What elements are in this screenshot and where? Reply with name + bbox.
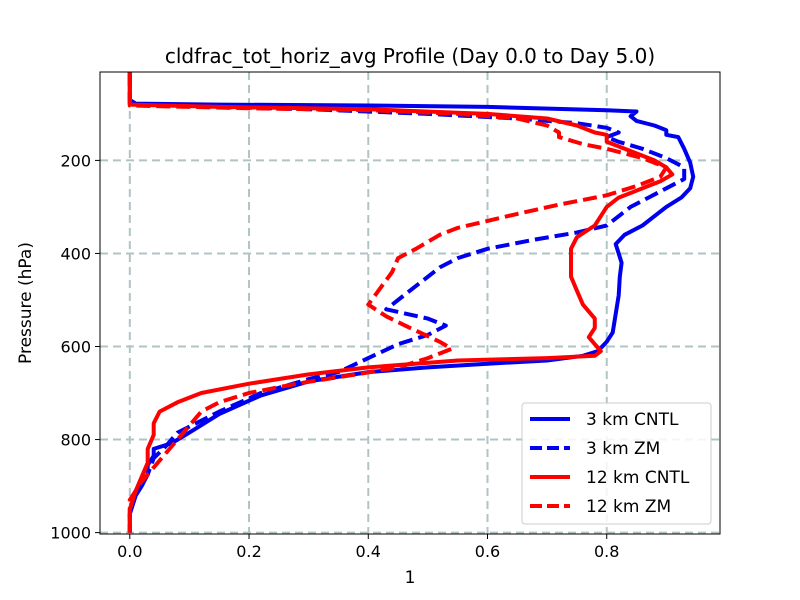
series-lines — [127, 72, 696, 533]
y-axis-ticks: 200 400 600 800 1000 — [50, 151, 100, 543]
x-tick-label-3: 0.6 — [475, 542, 500, 561]
x-axis-ticks: 0.0 0.2 0.4 0.6 0.8 — [117, 534, 619, 561]
legend-label-12-km-zm: 12 km ZM — [586, 497, 671, 517]
legend-label-3-km-cntl: 3 km CNTL — [586, 410, 679, 430]
legend: 3 km CNTL 3 km ZM 12 km CNTL 12 km ZM — [521, 402, 712, 525]
y-tick-label-1: 400 — [60, 244, 91, 263]
series-line-3-km-cntl — [127, 72, 696, 533]
y-tick-label-3: 800 — [60, 431, 91, 450]
x-tick-label-4: 0.8 — [594, 542, 619, 561]
series-line-12-km-cntl — [127, 72, 675, 533]
series-line-12-km-zm — [127, 72, 669, 533]
plot-area-frame — [99, 71, 721, 535]
x-tick-label-2: 0.4 — [356, 542, 381, 561]
y-axis-label: Pressure (hPa) — [16, 242, 36, 364]
y-tick-label-2: 600 — [60, 338, 91, 357]
y-tick-label-0: 200 — [60, 151, 91, 170]
x-tick-label-1: 0.2 — [236, 542, 261, 561]
y-tick-label-4: 1000 — [50, 524, 91, 543]
series-line-3-km-zm — [127, 72, 687, 533]
legend-label-3-km-zm: 3 km ZM — [586, 439, 660, 459]
legend-frame — [521, 402, 712, 525]
x-tick-label-0: 0.0 — [117, 542, 142, 561]
x-axis-label: 1 — [405, 568, 416, 588]
legend-label-12-km-cntl: 12 km CNTL — [586, 468, 690, 488]
chart-title: cldfrac_tot_horiz_avg Profile (Day 0.0 t… — [165, 44, 655, 68]
